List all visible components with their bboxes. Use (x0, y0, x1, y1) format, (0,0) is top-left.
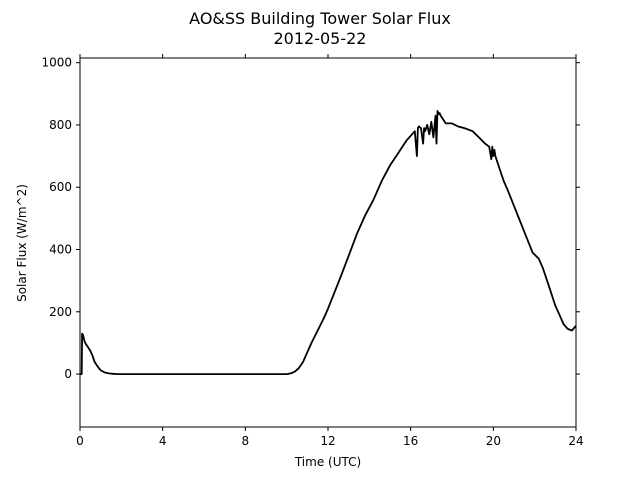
chart-subtitle: 2012-05-22 (274, 29, 367, 48)
x-tick-label: 24 (568, 434, 583, 448)
x-tick-label: 8 (242, 434, 250, 448)
x-tick-label: 16 (403, 434, 418, 448)
y-axis-ticks: 0 200 400 600 800 1000 (41, 56, 580, 381)
x-axis-ticks: 0 4 8 12 16 20 24 (76, 54, 584, 448)
series-line-solar-flux (80, 110, 577, 375)
chart-title: AO&SS Building Tower Solar Flux (189, 9, 451, 28)
y-tick-label: 600 (49, 180, 72, 194)
y-tick-label: 800 (49, 118, 72, 132)
y-tick-label: 0 (64, 367, 72, 381)
x-tick-label: 20 (486, 434, 501, 448)
x-tick-label: 0 (76, 434, 84, 448)
plot-area-frame (79, 57, 577, 428)
y-tick-label: 200 (49, 305, 72, 319)
x-tick-label: 4 (159, 434, 167, 448)
y-axis-label: Solar Flux (W/m^2) (15, 184, 29, 302)
y-tick-label: 1000 (41, 56, 72, 70)
y-tick-label: 400 (49, 243, 72, 257)
x-tick-label: 12 (320, 434, 335, 448)
x-axis-label: Time (UTC) (294, 455, 361, 469)
